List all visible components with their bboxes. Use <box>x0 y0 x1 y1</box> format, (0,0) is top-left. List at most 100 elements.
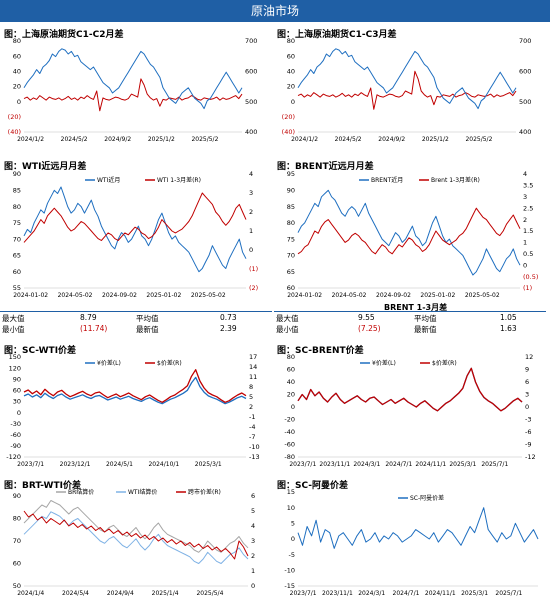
chart-title-sc-c1c2: 图：上海原油期货C1-C2月差 <box>4 30 124 40</box>
chart-brt-wti: 90 80 70 60 50 6 5 4 3 2 1 0 2024/1/4 2024/5/4 2024/9/… <box>13 488 255 597</box>
stats-wti-separator <box>0 311 272 312</box>
x-tick-label: 2024-05-02 <box>58 292 93 299</box>
y-right-tick-label: 1 <box>251 567 255 575</box>
x-tick-label: 2024/9/4 <box>107 590 134 597</box>
y-right-tick-label: 3.5 <box>523 182 533 190</box>
y-right-tick-label: -7 <box>249 433 255 441</box>
y-left-tick-label: (40) <box>282 128 295 136</box>
series-line-1 <box>297 367 523 412</box>
chart-title-sc-brent: 图：SC-BRENT价差 <box>277 346 364 356</box>
y-right-tick-label: -9 <box>525 441 531 449</box>
chart-title-brent-spread: 图：BRENT近远月月差 <box>277 162 374 172</box>
y-left-tick-label: -30 <box>10 420 21 428</box>
x-tick-label: 2024-05-02 <box>332 292 367 299</box>
y-right-tick-label: 0 <box>251 582 255 590</box>
x-tick-label: 2024/7/1 <box>393 590 420 597</box>
series-line-0 <box>297 367 523 412</box>
y-left-tick-label: 60 <box>287 284 295 292</box>
legend-label: WTI 1-3月差(R) <box>157 176 201 184</box>
y-left-tick-label: 20 <box>287 391 295 399</box>
stats-brent-value-latest: 1.63 <box>500 324 517 333</box>
y-right-tick-label: 1 <box>249 227 253 235</box>
series-line-0 <box>23 376 247 405</box>
y-left-tick-label: 0 <box>291 98 295 106</box>
y-right-tick-label: 4 <box>249 170 253 178</box>
y-right-tick-label: 11 <box>249 373 257 381</box>
y-left-tick-label: 80 <box>13 203 21 211</box>
x-tick-label: 2023/11/1 <box>319 461 350 468</box>
y-left-tick-label: 15 <box>287 488 295 496</box>
y-left-tick-label: 80 <box>287 219 295 227</box>
stats-wti-value-avg: 0.73 <box>220 313 237 322</box>
chart-title-sc-c1c3: 图：上海原油期货C1-C3月差 <box>277 30 397 40</box>
stats-brent-value-max: 9.55 <box>358 313 375 322</box>
stats-wti-label-max: 最大值 <box>2 314 25 323</box>
x-tick-label: 2023/11/1 <box>322 590 353 597</box>
y-left-tick-label: 60 <box>13 52 21 60</box>
y-left-tick-label: 95 <box>287 170 295 178</box>
y-right-tick-label: 6 <box>525 378 529 386</box>
stats-table-brent: 最大值 9.55 平均值 1.05 最小值 (7.25) 最新值 1.63 <box>274 312 546 336</box>
x-tick-label: 2024/5/1 <box>106 461 133 468</box>
legend-label: $价差(R) <box>432 359 457 367</box>
x-tick-label: 2024/7/1 <box>385 461 412 468</box>
y-right-tick-label: 700 <box>519 37 531 45</box>
y-right-tick-label: 0.5 <box>523 250 533 258</box>
x-tick-label: 2025-05-02 <box>191 292 226 299</box>
series-line-0 <box>297 507 539 549</box>
x-tick-label: 2023/7/1 <box>17 461 44 468</box>
y-right-tick-label: 1 <box>523 239 527 247</box>
series-line-1 <box>297 48 517 110</box>
y-left-tick-label: -10 <box>284 567 295 575</box>
chart-brent-spread: 95 90 85 80 75 70 65 60 4 3.5 3 2.5 2 1.5 1 0.5 0 (0.5) (1… <box>287 170 539 299</box>
stats-brent-label-avg: 平均值 <box>414 314 437 323</box>
y-right-tick-label: (2) <box>249 284 258 292</box>
y-left-tick-label: 40 <box>13 68 21 76</box>
y-left-tick-label: 80 <box>13 515 21 523</box>
y-right-tick-label: 600 <box>245 68 257 76</box>
y-left-tick-label: 80 <box>13 37 21 45</box>
series-line-2 <box>23 510 249 560</box>
y-left-tick-label: 60 <box>13 560 21 568</box>
legend-label: WTI近月 <box>97 176 120 184</box>
y-left-tick-label: 55 <box>13 284 21 292</box>
legend-label: 跨市价差(R) <box>188 488 221 496</box>
y-left-tick-label: (40) <box>8 128 21 136</box>
x-tick-label: 2024/10/1 <box>148 461 179 468</box>
y-left-tick-label: (20) <box>282 113 295 121</box>
y-left-tick-label: 65 <box>13 252 21 260</box>
y-left-tick-label: (20) <box>8 113 21 121</box>
y-right-tick-label: 9 <box>525 366 529 374</box>
x-tick-label: 2024/5/2 <box>61 136 88 143</box>
y-right-tick-label: 2 <box>251 552 255 560</box>
x-tick-label: 2025/3/1 <box>449 461 476 468</box>
x-tick-label: 2025/3/1 <box>461 590 488 597</box>
y-right-tick-label: (1) <box>249 265 258 273</box>
y-left-tick-label: 40 <box>287 68 295 76</box>
y-left-tick-label: 70 <box>13 537 21 545</box>
y-right-tick-label: -10 <box>249 443 260 451</box>
y-left-tick-label: -60 <box>10 431 21 439</box>
x-tick-label: 2025/7/1 <box>481 461 508 468</box>
y-left-tick-label: -40 <box>284 428 295 436</box>
y-right-tick-label: -12 <box>525 453 536 461</box>
series-line-0 <box>23 78 243 112</box>
y-left-tick-label: 0 <box>291 535 295 543</box>
y-left-tick-label: 70 <box>13 235 21 243</box>
y-right-tick-label: 14 <box>249 363 257 371</box>
y-right-tick-label: 3 <box>249 189 253 197</box>
y-left-tick-label: 50 <box>13 582 21 590</box>
stats-wti-label-latest: 最新值 <box>136 325 159 334</box>
y-right-tick-label: (1) <box>523 284 532 292</box>
y-right-tick-label: 1.5 <box>523 227 533 235</box>
stats-wti-value-max: 8.79 <box>80 313 97 322</box>
y-right-tick-label: 400 <box>245 128 257 136</box>
x-tick-label: 2024/1/4 <box>17 590 44 597</box>
y-right-tick-label: 0 <box>249 246 253 254</box>
x-tick-label: 2024/5/4 <box>62 590 89 597</box>
y-right-tick-label: 2.5 <box>523 204 533 212</box>
y-left-tick-label: 20 <box>287 83 295 91</box>
series-line-1 <box>23 192 247 243</box>
y-left-tick-label: 60 <box>13 387 21 395</box>
